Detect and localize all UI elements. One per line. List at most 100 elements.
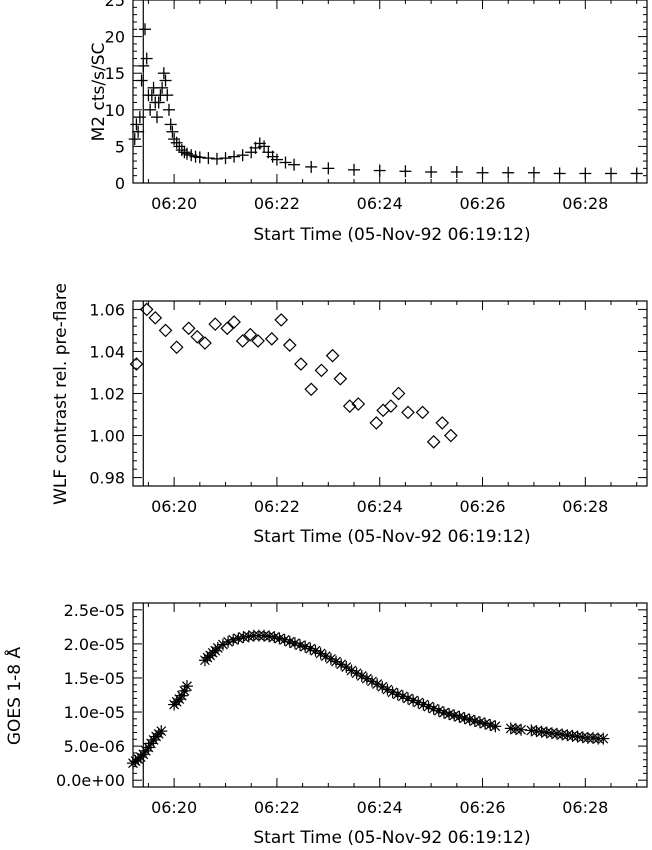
x-tick-label: 06:26 <box>459 798 505 817</box>
data-point <box>133 111 146 124</box>
data-point <box>235 334 250 348</box>
y-tick-label: 0.0e+00 <box>56 771 125 790</box>
data-point <box>369 416 384 430</box>
data-point <box>376 403 390 418</box>
data-point <box>161 89 174 102</box>
y-tick-label: 15 <box>105 64 125 83</box>
panel-goes-flux: GOES 1-8 Å Start Time (05-Nov-92 06:19:1… <box>3 601 648 848</box>
data-point <box>373 164 386 177</box>
data-point <box>137 59 150 72</box>
data-point <box>476 166 489 179</box>
axis-ticks: 06:20 06:22 06:24 06:26 06:28 0 5 10 15 20 25 <box>105 0 647 213</box>
y-axis-label: GOES 1-8 Å <box>3 646 25 745</box>
data-point <box>130 118 143 131</box>
data-point <box>155 725 168 738</box>
y-tick-label: 1.06 <box>89 300 125 319</box>
data-point <box>139 302 154 317</box>
data-point <box>325 348 340 363</box>
data-marks <box>127 603 610 787</box>
y-tick-label: 1.02 <box>89 385 125 404</box>
axis-ticks: 06:20 06:22 06:24 06:26 06:28 0.0e+00 5.0e-06 1… <box>56 601 647 817</box>
data-point <box>515 723 528 736</box>
data-point <box>304 382 319 397</box>
data-point <box>135 74 148 87</box>
data-point <box>162 103 175 116</box>
y-tick-label: 5 <box>115 137 125 156</box>
y-tick-label: 0.98 <box>89 469 125 488</box>
data-point <box>502 166 515 179</box>
data-point <box>412 696 425 709</box>
y-tick-label: 2.0e-05 <box>64 635 125 654</box>
y-tick-label: 10 <box>105 101 125 120</box>
data-point <box>190 329 205 344</box>
data-point <box>360 672 373 685</box>
data-point <box>198 336 212 350</box>
plot-frame <box>132 602 648 788</box>
plot-frame <box>132 0 648 184</box>
x-tick-label: 06:24 <box>357 194 403 213</box>
x-tick-label: 06:22 <box>254 194 300 213</box>
data-point <box>288 637 301 650</box>
data-point <box>208 317 223 331</box>
data-point <box>202 152 215 165</box>
data-point <box>251 334 265 348</box>
y-tick-label: 2.5e-05 <box>64 601 125 620</box>
data-point <box>222 635 235 648</box>
data-point <box>443 428 458 443</box>
data-point <box>294 357 308 371</box>
data-point <box>425 166 438 179</box>
data-point <box>333 371 348 386</box>
data-point <box>152 96 165 109</box>
data-point <box>435 416 450 430</box>
data-point <box>396 690 409 703</box>
x-tick-label: 06:24 <box>357 497 403 516</box>
data-point <box>227 315 241 329</box>
data-point <box>270 153 283 166</box>
data-point <box>401 692 414 705</box>
plot-frame <box>132 300 648 487</box>
data-point <box>140 52 153 65</box>
x-tick-label: 06:22 <box>254 798 300 817</box>
data-point <box>228 150 241 163</box>
data-point <box>282 338 297 352</box>
data-point <box>426 435 441 449</box>
data-point <box>450 166 463 179</box>
data-point <box>322 162 335 175</box>
data-point <box>264 331 279 346</box>
data-point <box>386 686 399 699</box>
data-point <box>219 152 232 165</box>
data-marks <box>129 301 458 486</box>
x-tick-label: 06:26 <box>459 497 505 516</box>
data-point <box>540 726 553 739</box>
data-point <box>288 158 301 171</box>
data-point <box>391 688 404 701</box>
data-point <box>156 81 169 94</box>
data-point <box>335 658 348 671</box>
axis-ticks: 06:20 06:22 06:24 06:26 06:28 0.98 1.00 1.02 1.0… <box>89 300 647 516</box>
data-point <box>391 386 406 401</box>
data-point <box>399 165 412 178</box>
x-tick-label: 06:28 <box>562 194 608 213</box>
data-point <box>132 125 145 138</box>
data-point <box>243 327 258 342</box>
data-point <box>579 167 592 180</box>
data-point <box>236 149 249 162</box>
data-point <box>305 160 318 173</box>
y-tick-label: 1.5e-05 <box>64 669 125 688</box>
x-tick-label: 06:20 <box>151 194 197 213</box>
panel-wlf-contrast: WLF contrast rel. pre-flare Start Time (… <box>51 283 648 547</box>
data-point <box>138 23 151 36</box>
data-point <box>571 730 584 743</box>
data-point <box>417 698 430 711</box>
data-point <box>157 67 170 80</box>
data-point <box>274 313 289 327</box>
y-tick-label: 1.00 <box>89 427 125 446</box>
data-point <box>148 310 163 325</box>
data-point <box>144 103 157 116</box>
panel-m2-counts: M2 cts/s/SC Start Time (05-Nov-92 06:19:… <box>89 0 648 245</box>
data-point <box>605 167 618 180</box>
data-point <box>166 125 179 138</box>
data-point <box>527 166 540 179</box>
data-point <box>278 633 291 646</box>
data-marks <box>128 0 643 183</box>
